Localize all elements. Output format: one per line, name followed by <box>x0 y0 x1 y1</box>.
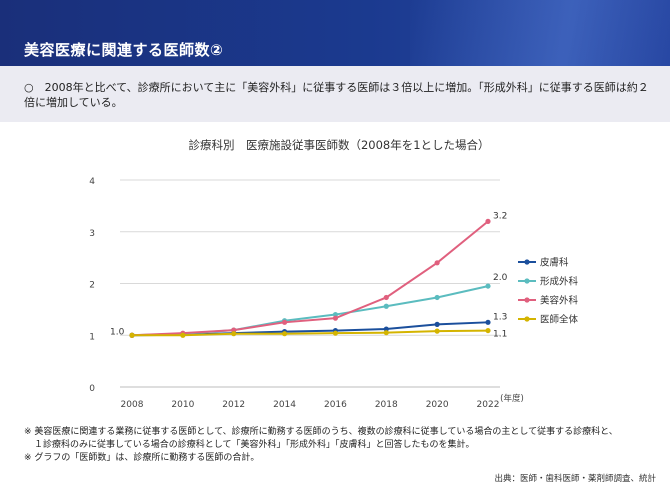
summary-text: ○ 2008年と比べて、診療所において主に「美容外科」に従事する医師は３倍以上に… <box>24 81 649 109</box>
data-point <box>180 332 186 338</box>
page-title: 美容医療に関連する医師数② <box>24 41 224 59</box>
series-line-3 <box>132 329 489 337</box>
data-point <box>485 283 491 289</box>
legend-label: 医師全体 <box>540 314 579 326</box>
y-tick-label: 4 <box>89 177 95 187</box>
footnote-1: ※ 美容医療に関連する業務に従事する医師として、診療所に勤務する医師のうち、複数… <box>24 427 618 437</box>
footnotes: ※ 美容医療に関連する業務に従事する医師として、診療所に勤務する医師のうち、複数… <box>24 426 664 465</box>
data-label-end: 3.2 <box>493 211 507 221</box>
chart-title: 診療科別 医療施設従事医師数（2008年を1とした場合） <box>188 138 490 152</box>
x-axis-label: (年度) <box>500 393 524 404</box>
label-layer: 1.3 2.0 3.2 1.1 1.0 <box>110 211 508 339</box>
data-point <box>485 218 491 224</box>
data-label-end: 1.3 <box>493 312 507 322</box>
data-point <box>434 321 440 327</box>
legend-label: 美容外科 <box>540 295 579 307</box>
x-tick-label: 2022 <box>477 400 500 410</box>
x-tick-label: 2010 <box>171 400 194 410</box>
data-point <box>383 294 389 301</box>
header-banner: 美容医療に関連する医師数② <box>0 0 670 66</box>
x-tick-label: 2018 <box>375 400 398 410</box>
data-label-start: 1.0 <box>110 327 125 337</box>
data-point <box>281 331 288 337</box>
x-tick-label: 2020 <box>426 400 449 410</box>
data-point <box>434 328 440 334</box>
data-label-end: 1.1 <box>493 330 507 340</box>
summary-box: ○ 2008年と比べて、診療所において主に「美容外科」に従事する医師は３倍以上に… <box>0 66 670 122</box>
series-line-2 <box>131 220 489 337</box>
footnote-1-continued: １診療科のみに従事している場合の診療科として「美容外科」「形成外科」「皮膚科」と… <box>34 440 475 450</box>
series-layer <box>129 218 491 338</box>
data-label-end: 2.0 <box>493 273 508 283</box>
legend-swatch-marker <box>524 297 530 303</box>
data-point <box>332 311 339 318</box>
legend-swatch-marker <box>524 259 530 265</box>
data-point <box>434 294 440 301</box>
legend-swatch-marker <box>524 278 530 284</box>
grid-layer <box>120 179 500 388</box>
data-point <box>383 330 389 336</box>
data-point <box>383 326 389 332</box>
data-point <box>485 319 491 325</box>
data-point <box>434 260 440 266</box>
x-tick-label: 2014 <box>273 400 296 410</box>
data-point <box>332 315 339 321</box>
data-point <box>383 303 389 309</box>
data-point <box>231 327 237 333</box>
y-tick-label: 3 <box>89 229 95 239</box>
y-tick-label: 0 <box>89 384 95 394</box>
x-tick-label: 2008 <box>121 400 144 410</box>
legend-label: 皮膚科 <box>540 257 569 269</box>
x-tick-label: 2012 <box>222 400 245 410</box>
legend-label: 形成外科 <box>540 276 579 288</box>
axis-layer: 0 1 2 3 4 2008 2010 2012 2014 2016 2018 2020 2022(年度… <box>89 177 524 410</box>
y-tick-label: 2 <box>89 281 95 291</box>
legend-swatch-marker <box>524 316 530 322</box>
series-line-1 <box>131 285 489 337</box>
data-point <box>281 319 288 325</box>
header-decoration <box>410 0 670 66</box>
data-point <box>231 331 237 337</box>
y-tick-label: 1 <box>89 332 95 342</box>
data-point <box>485 327 491 334</box>
data-point <box>332 330 339 336</box>
source-note: 出典：医師・歯科医師・薬剤師調査、統計 <box>494 474 656 484</box>
x-tick-label: 2016 <box>324 400 347 410</box>
footnote-2: ※ グラフの「医師数」は、診療所に勤務する医師の合計。 <box>24 453 260 463</box>
data-point <box>129 332 135 338</box>
